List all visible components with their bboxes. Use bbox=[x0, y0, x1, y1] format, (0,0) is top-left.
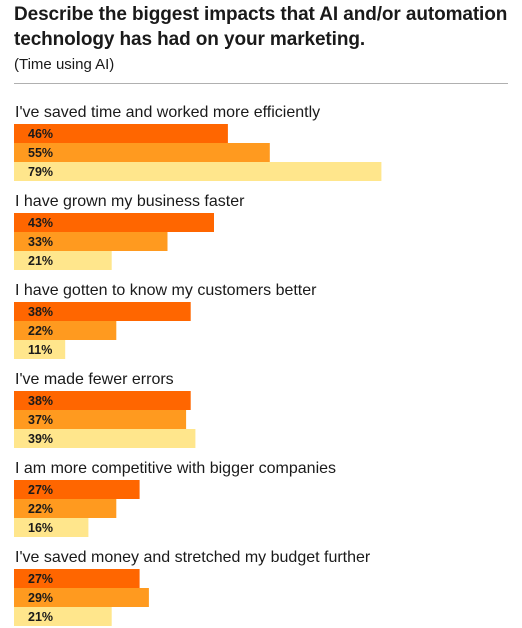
bar-value-label: 21% bbox=[28, 610, 53, 624]
category-group: I have gotten to know my customers bette… bbox=[14, 282, 317, 359]
title-divider bbox=[14, 83, 508, 84]
bar bbox=[14, 251, 112, 270]
bar-value-label: 38% bbox=[28, 305, 53, 319]
bar bbox=[14, 302, 191, 321]
bar-value-label: 16% bbox=[28, 521, 53, 535]
category-group: I've saved money and stretched my budget… bbox=[14, 549, 371, 626]
category-label: I've made fewer errors bbox=[15, 371, 174, 388]
bar bbox=[14, 340, 66, 359]
bar bbox=[14, 162, 382, 181]
category-group: I've saved time and worked more efficien… bbox=[14, 104, 382, 181]
bar bbox=[14, 410, 187, 429]
chart-subtitle: (Time using AI) bbox=[14, 56, 115, 73]
bar bbox=[14, 124, 228, 143]
category-label: I have grown my business faster bbox=[15, 193, 245, 210]
bar bbox=[14, 143, 270, 162]
bar-value-label: 46% bbox=[28, 127, 53, 141]
chart-title: Describe the biggest impacts that AI and… bbox=[14, 4, 508, 50]
bar-value-label: 38% bbox=[28, 394, 53, 408]
bar-value-label: 11% bbox=[28, 343, 52, 357]
bar-value-label: 55% bbox=[28, 146, 53, 160]
bar-value-label: 37% bbox=[28, 413, 53, 427]
bar bbox=[14, 321, 117, 340]
category-group: I've made fewer errors 38% 37% 39% bbox=[14, 371, 196, 448]
bar-value-label: 27% bbox=[28, 572, 53, 586]
bar bbox=[14, 569, 140, 588]
category-group: I have grown my business faster 43% 33% 21% bbox=[14, 193, 245, 270]
bar bbox=[14, 391, 191, 410]
bar-value-label: 29% bbox=[28, 591, 53, 605]
bar-value-label: 39% bbox=[28, 432, 53, 446]
bar bbox=[14, 213, 214, 232]
bar-value-label: 33% bbox=[28, 235, 53, 249]
bar-value-label: 22% bbox=[28, 502, 53, 516]
bar-value-label: 21% bbox=[28, 254, 53, 268]
bar bbox=[14, 607, 112, 626]
category-label: I've saved time and worked more efficien… bbox=[15, 104, 320, 121]
bar-value-label: 79% bbox=[28, 165, 53, 179]
bar bbox=[14, 588, 149, 607]
bar-value-label: 43% bbox=[28, 216, 53, 230]
category-label: I've saved money and stretched my budget… bbox=[15, 549, 371, 566]
category-group: I am more competitive with bigger compan… bbox=[14, 460, 336, 537]
bar bbox=[14, 499, 117, 518]
category-label: I have gotten to know my customers bette… bbox=[15, 282, 317, 299]
bar bbox=[14, 480, 140, 499]
bar-value-label: 27% bbox=[28, 483, 53, 497]
bar bbox=[14, 518, 89, 537]
bar-value-label: 22% bbox=[28, 324, 53, 338]
bar bbox=[14, 429, 196, 448]
bar bbox=[14, 232, 168, 251]
category-label: I am more competitive with bigger compan… bbox=[15, 460, 336, 477]
